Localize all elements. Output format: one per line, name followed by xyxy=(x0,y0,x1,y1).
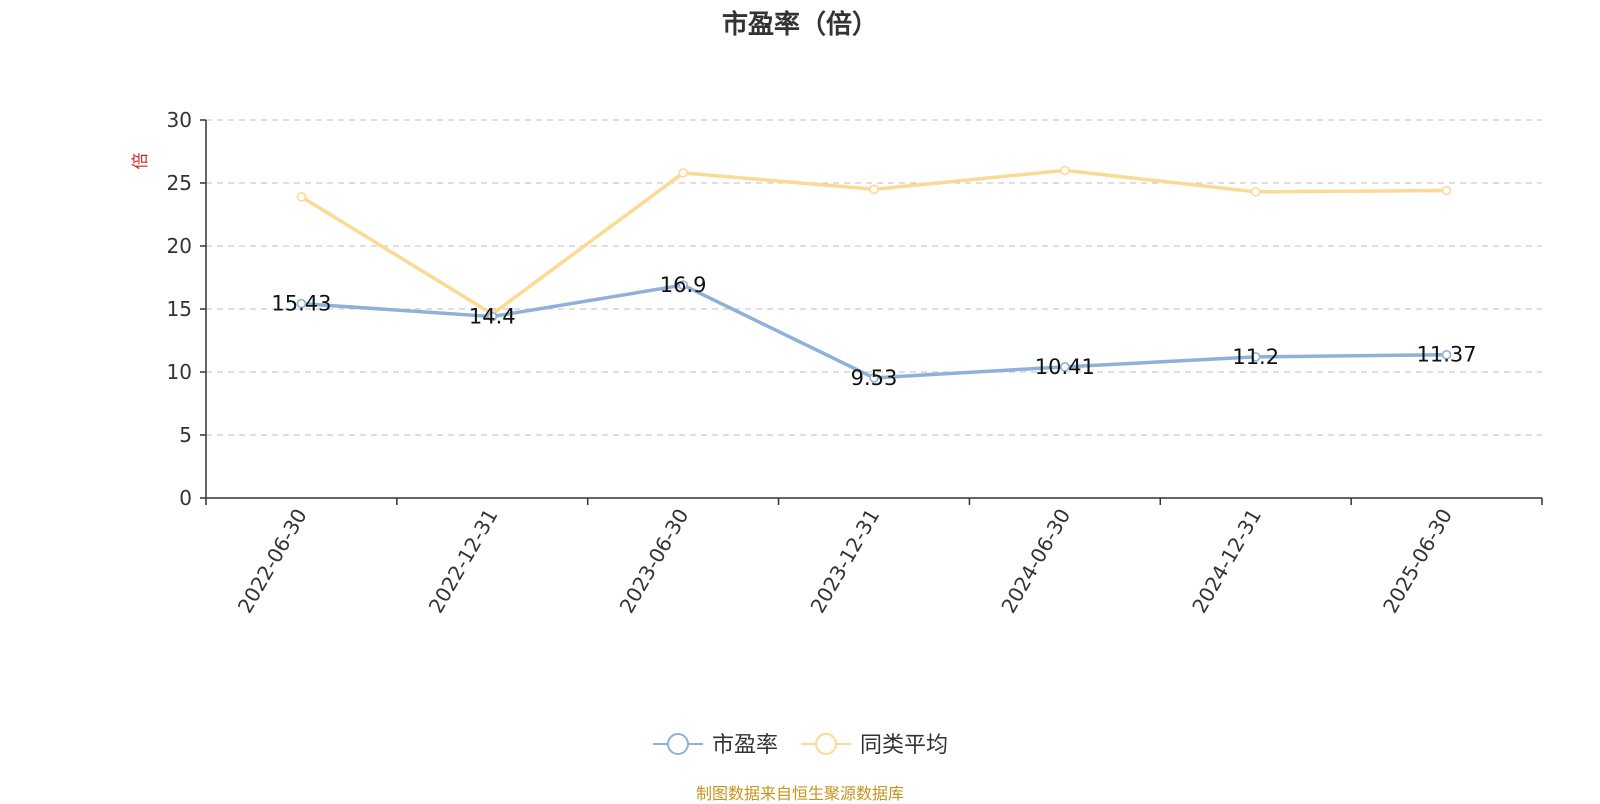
x-tick-label: 2022-06-30 xyxy=(233,505,312,618)
data-point xyxy=(869,373,879,383)
x-tick-label: 2024-06-30 xyxy=(996,505,1075,618)
chart-title: 市盈率（倍） xyxy=(721,10,878,40)
data-label: 15.43 xyxy=(271,292,331,316)
data-point xyxy=(1250,187,1261,197)
x-tick-label: 2023-06-30 xyxy=(615,505,694,618)
data-point xyxy=(1441,349,1452,360)
x-tick-label: 2022-12-31 xyxy=(424,505,503,618)
series-lines xyxy=(296,165,1452,383)
data-labels: 15.43 14.4 16.9 9.53 10.41 11.2 11.37 xyxy=(271,273,1476,390)
data-label: 11.2 xyxy=(1232,345,1279,369)
grid-lines xyxy=(206,119,1542,436)
y-tick-label: 25 xyxy=(167,171,192,195)
data-point xyxy=(678,168,688,178)
legend-marker xyxy=(815,733,838,755)
y-tick-label: 20 xyxy=(167,234,192,258)
data-label: 14.4 xyxy=(469,305,516,329)
data-label: 11.37 xyxy=(1417,343,1477,367)
y-tick-label: 0 xyxy=(179,486,192,510)
data-label: 16.9 xyxy=(660,273,707,297)
legend: 市盈率 同类平均 xyxy=(653,733,948,758)
legend-label: 市盈率 xyxy=(712,733,778,758)
data-label: 9.53 xyxy=(851,366,898,390)
y-tick-label: 15 xyxy=(167,297,192,321)
data-label: 10.41 xyxy=(1035,355,1095,379)
x-tick-label: 2023-12-31 xyxy=(805,505,884,618)
legend-marker xyxy=(667,733,689,755)
data-point xyxy=(1441,185,1452,196)
y-axis-label: 倍 xyxy=(131,153,151,170)
y-tick-label: 10 xyxy=(167,360,192,384)
data-point xyxy=(1250,352,1261,362)
y-tick-label: 30 xyxy=(167,108,192,132)
x-tick-label: 2024-12-31 xyxy=(1187,505,1266,618)
y-tick-label: 5 xyxy=(179,423,192,447)
axes: 0 5 10 15 20 25 30 2022-06-30 2022-12-31 2023-06-… xyxy=(167,108,1543,618)
legend-label: 同类平均 xyxy=(860,733,948,758)
data-point xyxy=(487,311,498,322)
data-point xyxy=(869,184,879,195)
data-point xyxy=(296,298,307,309)
data-point xyxy=(1060,362,1070,372)
source-note: 制图数据来自恒生聚源数据库 xyxy=(695,784,904,803)
data-point xyxy=(1060,165,1070,176)
data-point xyxy=(296,192,307,202)
data-point xyxy=(678,280,688,290)
x-tick-label: 2025-06-30 xyxy=(1378,505,1457,618)
